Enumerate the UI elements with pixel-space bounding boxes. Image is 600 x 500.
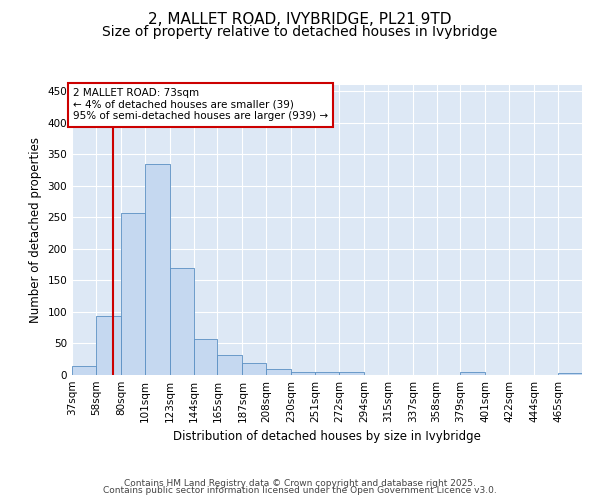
Bar (170, 268, 194, 375)
Text: Contains HM Land Registry data © Crown copyright and database right 2025.: Contains HM Land Registry data © Crown c… (124, 478, 476, 488)
Text: Size of property relative to detached houses in Ivybridge: Size of property relative to detached ho… (103, 25, 497, 39)
Y-axis label: Number of detached properties: Number of detached properties (29, 137, 42, 323)
Bar (315, 372, 339, 375)
Text: 2 MALLET ROAD: 73sqm
← 4% of detached houses are smaller (39)
95% of semi-detach: 2 MALLET ROAD: 73sqm ← 4% of detached ho… (73, 88, 328, 122)
Bar (460, 372, 485, 375)
Bar (291, 372, 315, 375)
Bar (194, 339, 217, 375)
Text: 2, MALLET ROAD, IVYBRIDGE, PL21 9TD: 2, MALLET ROAD, IVYBRIDGE, PL21 9TD (148, 12, 452, 28)
Bar (145, 164, 170, 375)
Bar (339, 372, 364, 375)
Bar (266, 370, 291, 375)
Bar (242, 363, 266, 375)
Text: Contains public sector information licensed under the Open Government Licence v3: Contains public sector information licen… (103, 486, 497, 495)
Bar (96, 316, 121, 375)
Bar (72, 366, 96, 375)
Bar (217, 355, 242, 375)
Bar (121, 213, 145, 375)
X-axis label: Distribution of detached houses by size in Ivybridge: Distribution of detached houses by size … (173, 430, 481, 444)
Bar (558, 373, 582, 375)
